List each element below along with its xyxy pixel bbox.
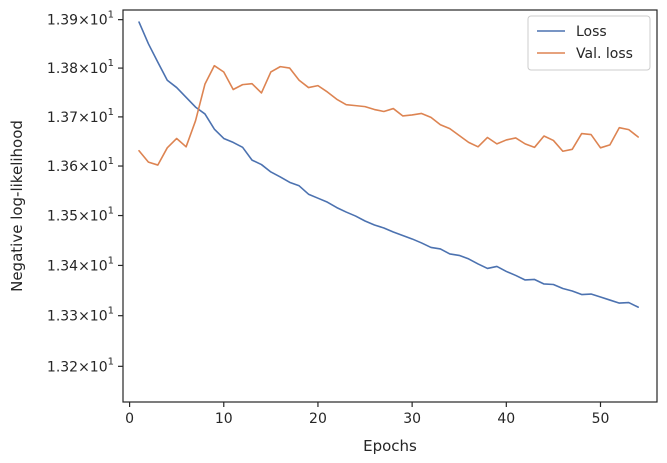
legend-label-0: Loss (576, 24, 607, 40)
axes-group: 0 10 20 30 40 50 1.39×101 1.38×101 1.37×101 1.36×… (47, 9, 658, 427)
x-tick-label: 20 (309, 411, 327, 427)
legend: Loss Val. loss (527, 15, 651, 71)
y-axis-label: Negative log-likelihood (8, 120, 26, 292)
plot-frame (122, 9, 658, 403)
y-tick-label: 1.33×101 (47, 306, 114, 325)
x-tick-label: 0 (125, 411, 134, 427)
series-line-1 (138, 64, 639, 166)
series-group (138, 21, 639, 308)
x-tick-label: 10 (215, 411, 233, 427)
x-tick-label: 30 (403, 411, 421, 427)
legend-box (527, 15, 651, 71)
plot-background (123, 10, 657, 402)
y-tick-label: 1.38×101 (47, 58, 114, 77)
y-tick-label: 1.35×101 (47, 206, 114, 225)
y-tick-label: 1.39×101 (47, 10, 114, 29)
y-tick-label: 1.36×101 (47, 156, 114, 175)
x-tick-label: 50 (592, 411, 610, 427)
y-tick-label: 1.34×101 (47, 255, 114, 274)
x-tick-label: 40 (497, 411, 515, 427)
y-tick-label: 1.37×101 (47, 107, 114, 126)
plot-area (123, 10, 657, 402)
y-tick-label: 1.32×101 (47, 356, 114, 375)
series-line-0 (138, 21, 639, 308)
legend-label-1: Val. loss (576, 46, 633, 62)
x-axis-label: Epochs (363, 437, 417, 455)
